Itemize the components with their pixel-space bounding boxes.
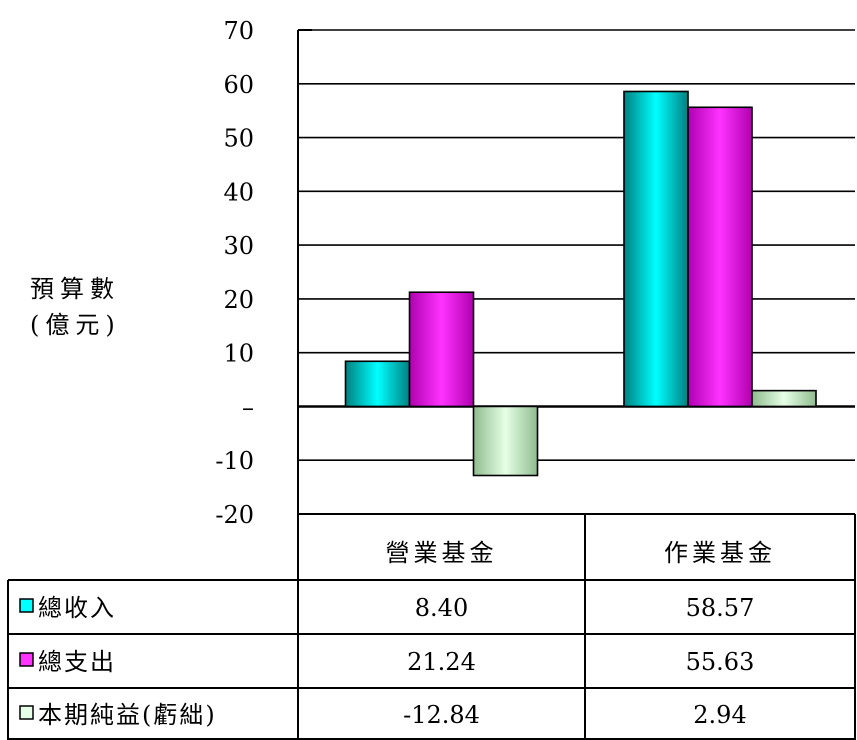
y-tick-label: 30: [223, 232, 254, 260]
gridlines: [298, 29, 855, 462]
y-axis-title: 預算數 (億元): [30, 275, 121, 339]
y-axis-title-line: (億元): [30, 311, 121, 339]
legend-entry: 本期純益(虧絀): [38, 701, 217, 729]
legend-entry: 總支出: [38, 648, 116, 676]
data-label: -12.84: [403, 701, 480, 729]
legend-swatch: [19, 705, 34, 720]
y-tick-label: 60: [223, 71, 254, 99]
category-label: 作業基金: [664, 539, 776, 567]
y-tick-label: –: [242, 393, 254, 421]
data-label: 55.63: [686, 648, 755, 676]
y-tick-labels: 70 60 50 40 30 20 10 – -10 -20: [215, 17, 254, 529]
y-tick-label: 20: [223, 286, 254, 314]
y-axis-title-line: 預算數: [30, 275, 120, 303]
legend-swatch: [19, 598, 34, 613]
legend-entry: 總收入: [38, 594, 116, 622]
data-label: 2.94: [693, 701, 746, 729]
axes: [297, 29, 312, 514]
y-tick-label: 70: [223, 17, 254, 45]
bar: [408, 291, 475, 408]
bar: [751, 389, 817, 408]
bar: [472, 405, 539, 477]
bars: [344, 90, 817, 477]
data-label: 58.57: [686, 594, 755, 622]
legend-swatch: [19, 652, 34, 667]
category-label: 營業基金: [386, 539, 498, 567]
bar: [623, 90, 689, 408]
y-tick-label: 10: [223, 340, 254, 368]
data-label: 21.24: [407, 648, 476, 676]
y-tick-label: -10: [215, 447, 254, 475]
y-tick-label: 50: [223, 125, 254, 153]
bar: [687, 106, 753, 408]
bar: [344, 360, 411, 408]
y-tick-label: -20: [215, 501, 254, 529]
data-label: 8.40: [415, 594, 468, 622]
y-tick-label: 40: [223, 178, 254, 206]
